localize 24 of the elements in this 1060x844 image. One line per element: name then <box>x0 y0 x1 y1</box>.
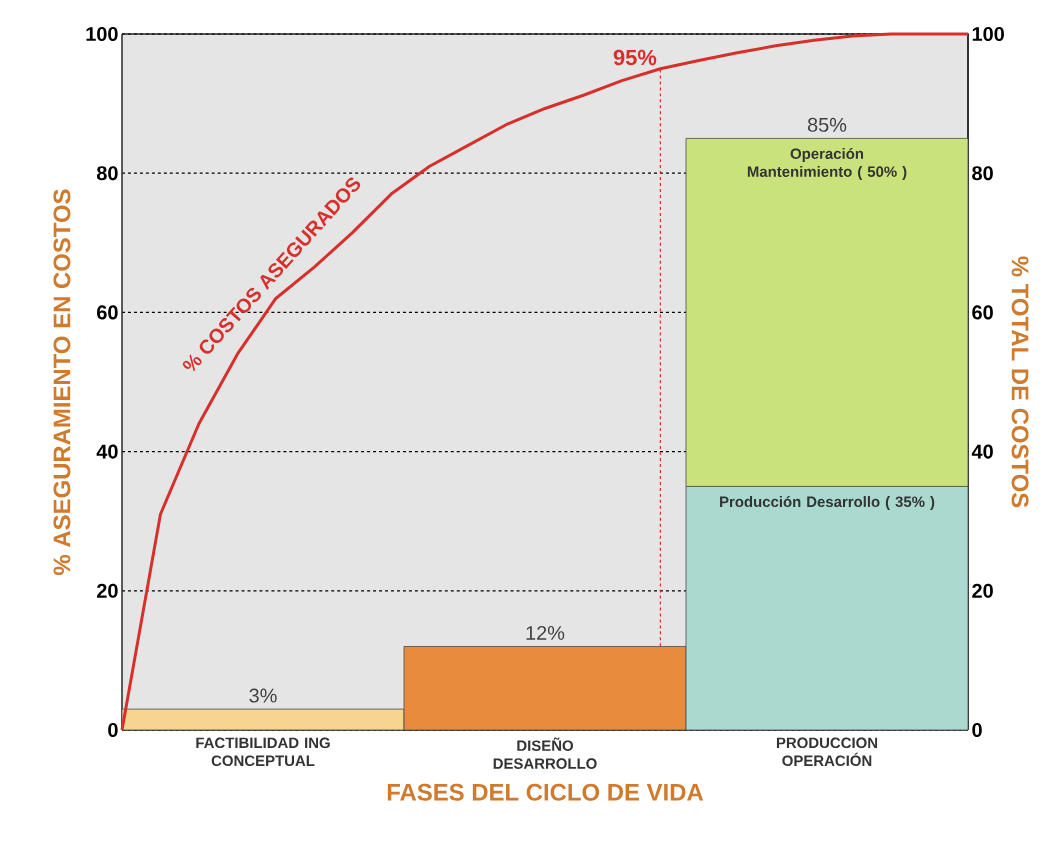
y2-tick-label: 0 <box>972 722 982 738</box>
y-tick-label: 80 <box>96 166 118 181</box>
y2-tick-label: 40 <box>971 444 993 459</box>
x-tick-label: DISEÑO DESARROLLO <box>493 737 597 769</box>
y2-tick-label: 60 <box>972 305 993 320</box>
y2-axis-title: % TOTAL DE COSTOS <box>1011 256 1029 508</box>
y-tick-label: 20 <box>97 583 118 598</box>
data-label: 95% <box>613 49 657 66</box>
total-label: 12% <box>526 625 565 640</box>
y-tick-label: 40 <box>96 444 118 459</box>
series-label: Producción Desarrollo ( 35% ) <box>720 495 935 510</box>
x-tick-label: PRODUCCION OPERACIÓN <box>776 737 878 767</box>
y-tick-label: 60 <box>97 305 118 320</box>
y-tick-label: 100 <box>86 26 118 42</box>
y2-tick-label: 20 <box>972 583 993 598</box>
y2-tick-label: 80 <box>972 166 993 181</box>
y-tick-label: 0 <box>108 722 118 738</box>
total-label: 85% <box>807 117 847 132</box>
x-tick-label: FACTIBILIDAD ING CONCEPTUAL <box>196 737 330 767</box>
x-axis-title: FASES DEL CICLO DE VIDA <box>387 783 704 801</box>
y2-tick-label: 100 <box>972 26 1004 42</box>
series-label: Operación Mantenimiento ( 50% ) <box>747 147 907 180</box>
y-axis-title: % ASEGURAMIENTO EN COSTOS <box>53 189 71 575</box>
total-label: 3% <box>249 688 277 703</box>
